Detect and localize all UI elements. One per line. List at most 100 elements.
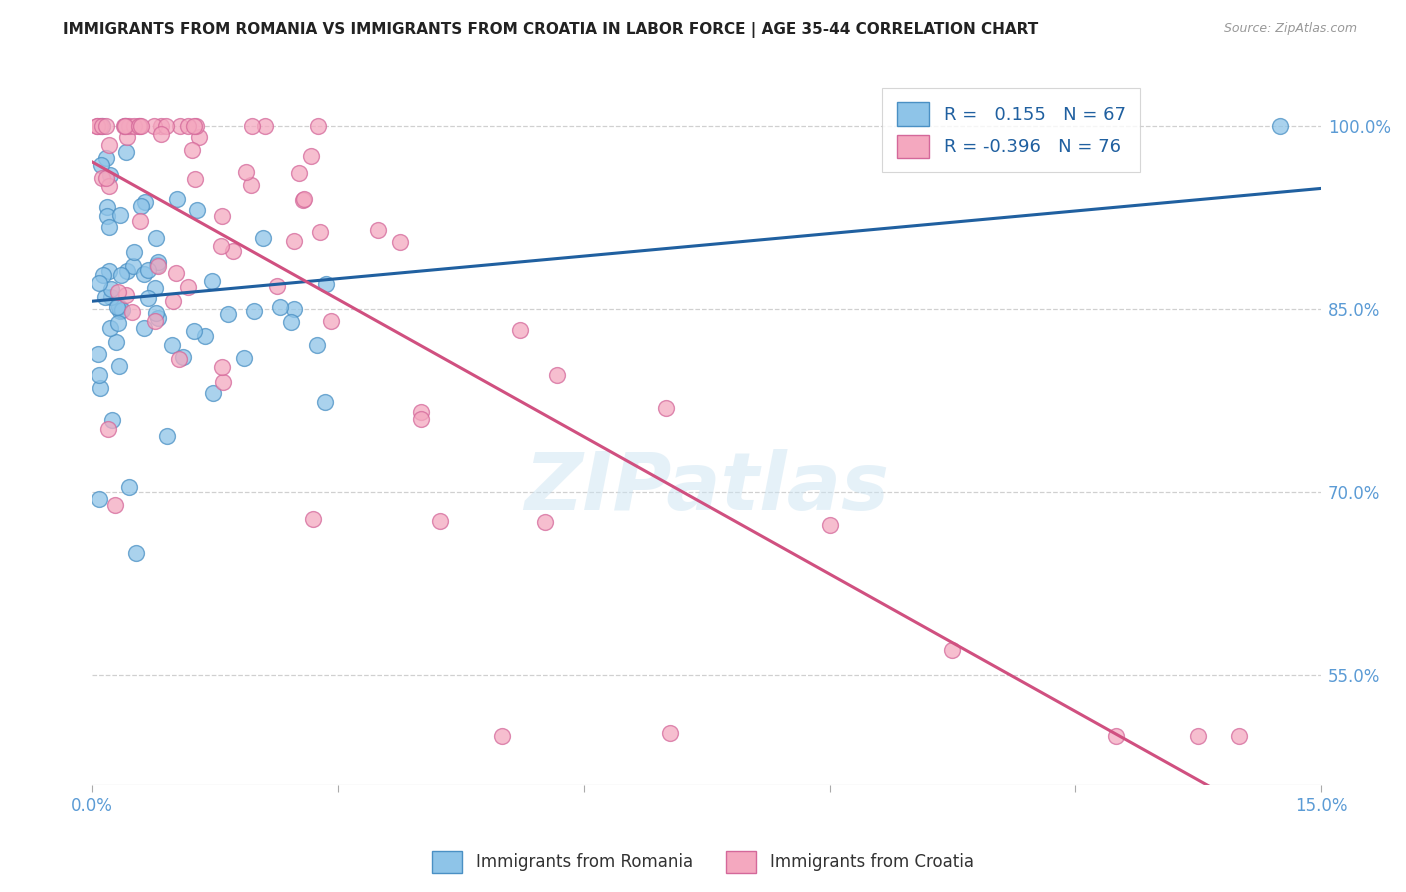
Point: [183, 120, 205, 134]
Point: [117, 480, 139, 494]
Point: [818, 517, 841, 532]
Legend: R =   0.155   N = 67, R = -0.396   N = 76: R = 0.155 N = 67, R = -0.396 N = 76: [882, 88, 1140, 172]
Point: [136, 262, 159, 277]
Point: [114, 120, 136, 134]
Point: [315, 277, 337, 291]
Point: [115, 130, 138, 145]
Point: [129, 199, 152, 213]
Point: [101, 413, 124, 427]
Point: [90, 158, 112, 172]
Point: [162, 293, 184, 308]
Point: [91, 120, 114, 134]
Point: [89, 276, 111, 290]
Point: [91, 268, 114, 282]
Point: [388, 235, 411, 249]
Point: [240, 120, 263, 134]
Point: [269, 300, 291, 314]
Point: [184, 171, 207, 186]
Point: [654, 401, 676, 415]
Legend: Immigrants from Romania, Immigrants from Croatia: Immigrants from Romania, Immigrants from…: [426, 845, 980, 880]
Point: [132, 321, 155, 335]
Point: [122, 120, 145, 134]
Point: [1187, 729, 1209, 743]
Point: [114, 288, 136, 302]
Text: IMMIGRANTS FROM ROMANIA VS IMMIGRANTS FROM CROATIA IN LABOR FORCE | AGE 35-44 CO: IMMIGRANTS FROM ROMANIA VS IMMIGRANTS FR…: [63, 22, 1039, 38]
Point: [89, 491, 111, 506]
Point: [232, 351, 254, 366]
Point: [104, 335, 127, 350]
Point: [533, 515, 555, 529]
Point: [90, 120, 112, 134]
Point: [98, 321, 121, 335]
Point: [411, 411, 433, 425]
Point: [110, 268, 132, 282]
Point: [209, 239, 232, 253]
Point: [108, 303, 131, 318]
Point: [941, 642, 963, 657]
Point: [94, 290, 117, 304]
Point: [150, 127, 173, 141]
Point: [307, 120, 329, 134]
Point: [367, 223, 389, 237]
Point: [134, 195, 156, 210]
Point: [184, 120, 207, 134]
Text: ZIPatlas: ZIPatlas: [524, 449, 889, 526]
Point: [307, 338, 329, 352]
Point: [146, 310, 169, 325]
Point: [252, 231, 274, 245]
Point: [211, 210, 233, 224]
Point: [288, 166, 311, 180]
Point: [546, 368, 568, 382]
Point: [201, 274, 224, 288]
Point: [87, 368, 110, 383]
Point: [91, 171, 114, 186]
Point: [299, 149, 322, 163]
Point: [115, 264, 138, 278]
Point: [491, 729, 513, 743]
Point: [105, 300, 128, 314]
Point: [114, 120, 136, 134]
Point: [89, 381, 111, 395]
Point: [100, 290, 122, 304]
Point: [145, 258, 167, 272]
Point: [181, 143, 204, 157]
Point: [143, 281, 166, 295]
Point: [148, 254, 170, 268]
Point: [659, 726, 682, 740]
Point: [202, 386, 225, 401]
Point: [177, 120, 200, 134]
Point: [104, 498, 127, 512]
Point: [128, 120, 150, 134]
Point: [166, 192, 188, 206]
Point: [193, 329, 215, 343]
Point: [211, 360, 233, 375]
Point: [124, 244, 146, 259]
Point: [96, 200, 118, 214]
Point: [89, 120, 111, 134]
Point: [128, 214, 150, 228]
Point: [118, 120, 141, 134]
Point: [96, 170, 118, 185]
Point: [183, 324, 205, 338]
Point: [212, 376, 235, 390]
Point: [167, 352, 190, 367]
Point: [114, 120, 136, 134]
Point: [86, 347, 108, 361]
Point: [98, 220, 121, 235]
Point: [111, 303, 134, 318]
Point: [107, 285, 129, 299]
Point: [145, 231, 167, 245]
Point: [112, 120, 135, 134]
Point: [240, 178, 263, 193]
Point: [222, 244, 245, 258]
Point: [96, 120, 118, 134]
Point: [314, 395, 336, 409]
Point: [96, 209, 118, 223]
Point: [176, 279, 198, 293]
Point: [509, 323, 531, 337]
Point: [97, 137, 120, 152]
Point: [108, 359, 131, 373]
Point: [125, 546, 148, 560]
Point: [128, 120, 150, 134]
Point: [86, 120, 108, 134]
